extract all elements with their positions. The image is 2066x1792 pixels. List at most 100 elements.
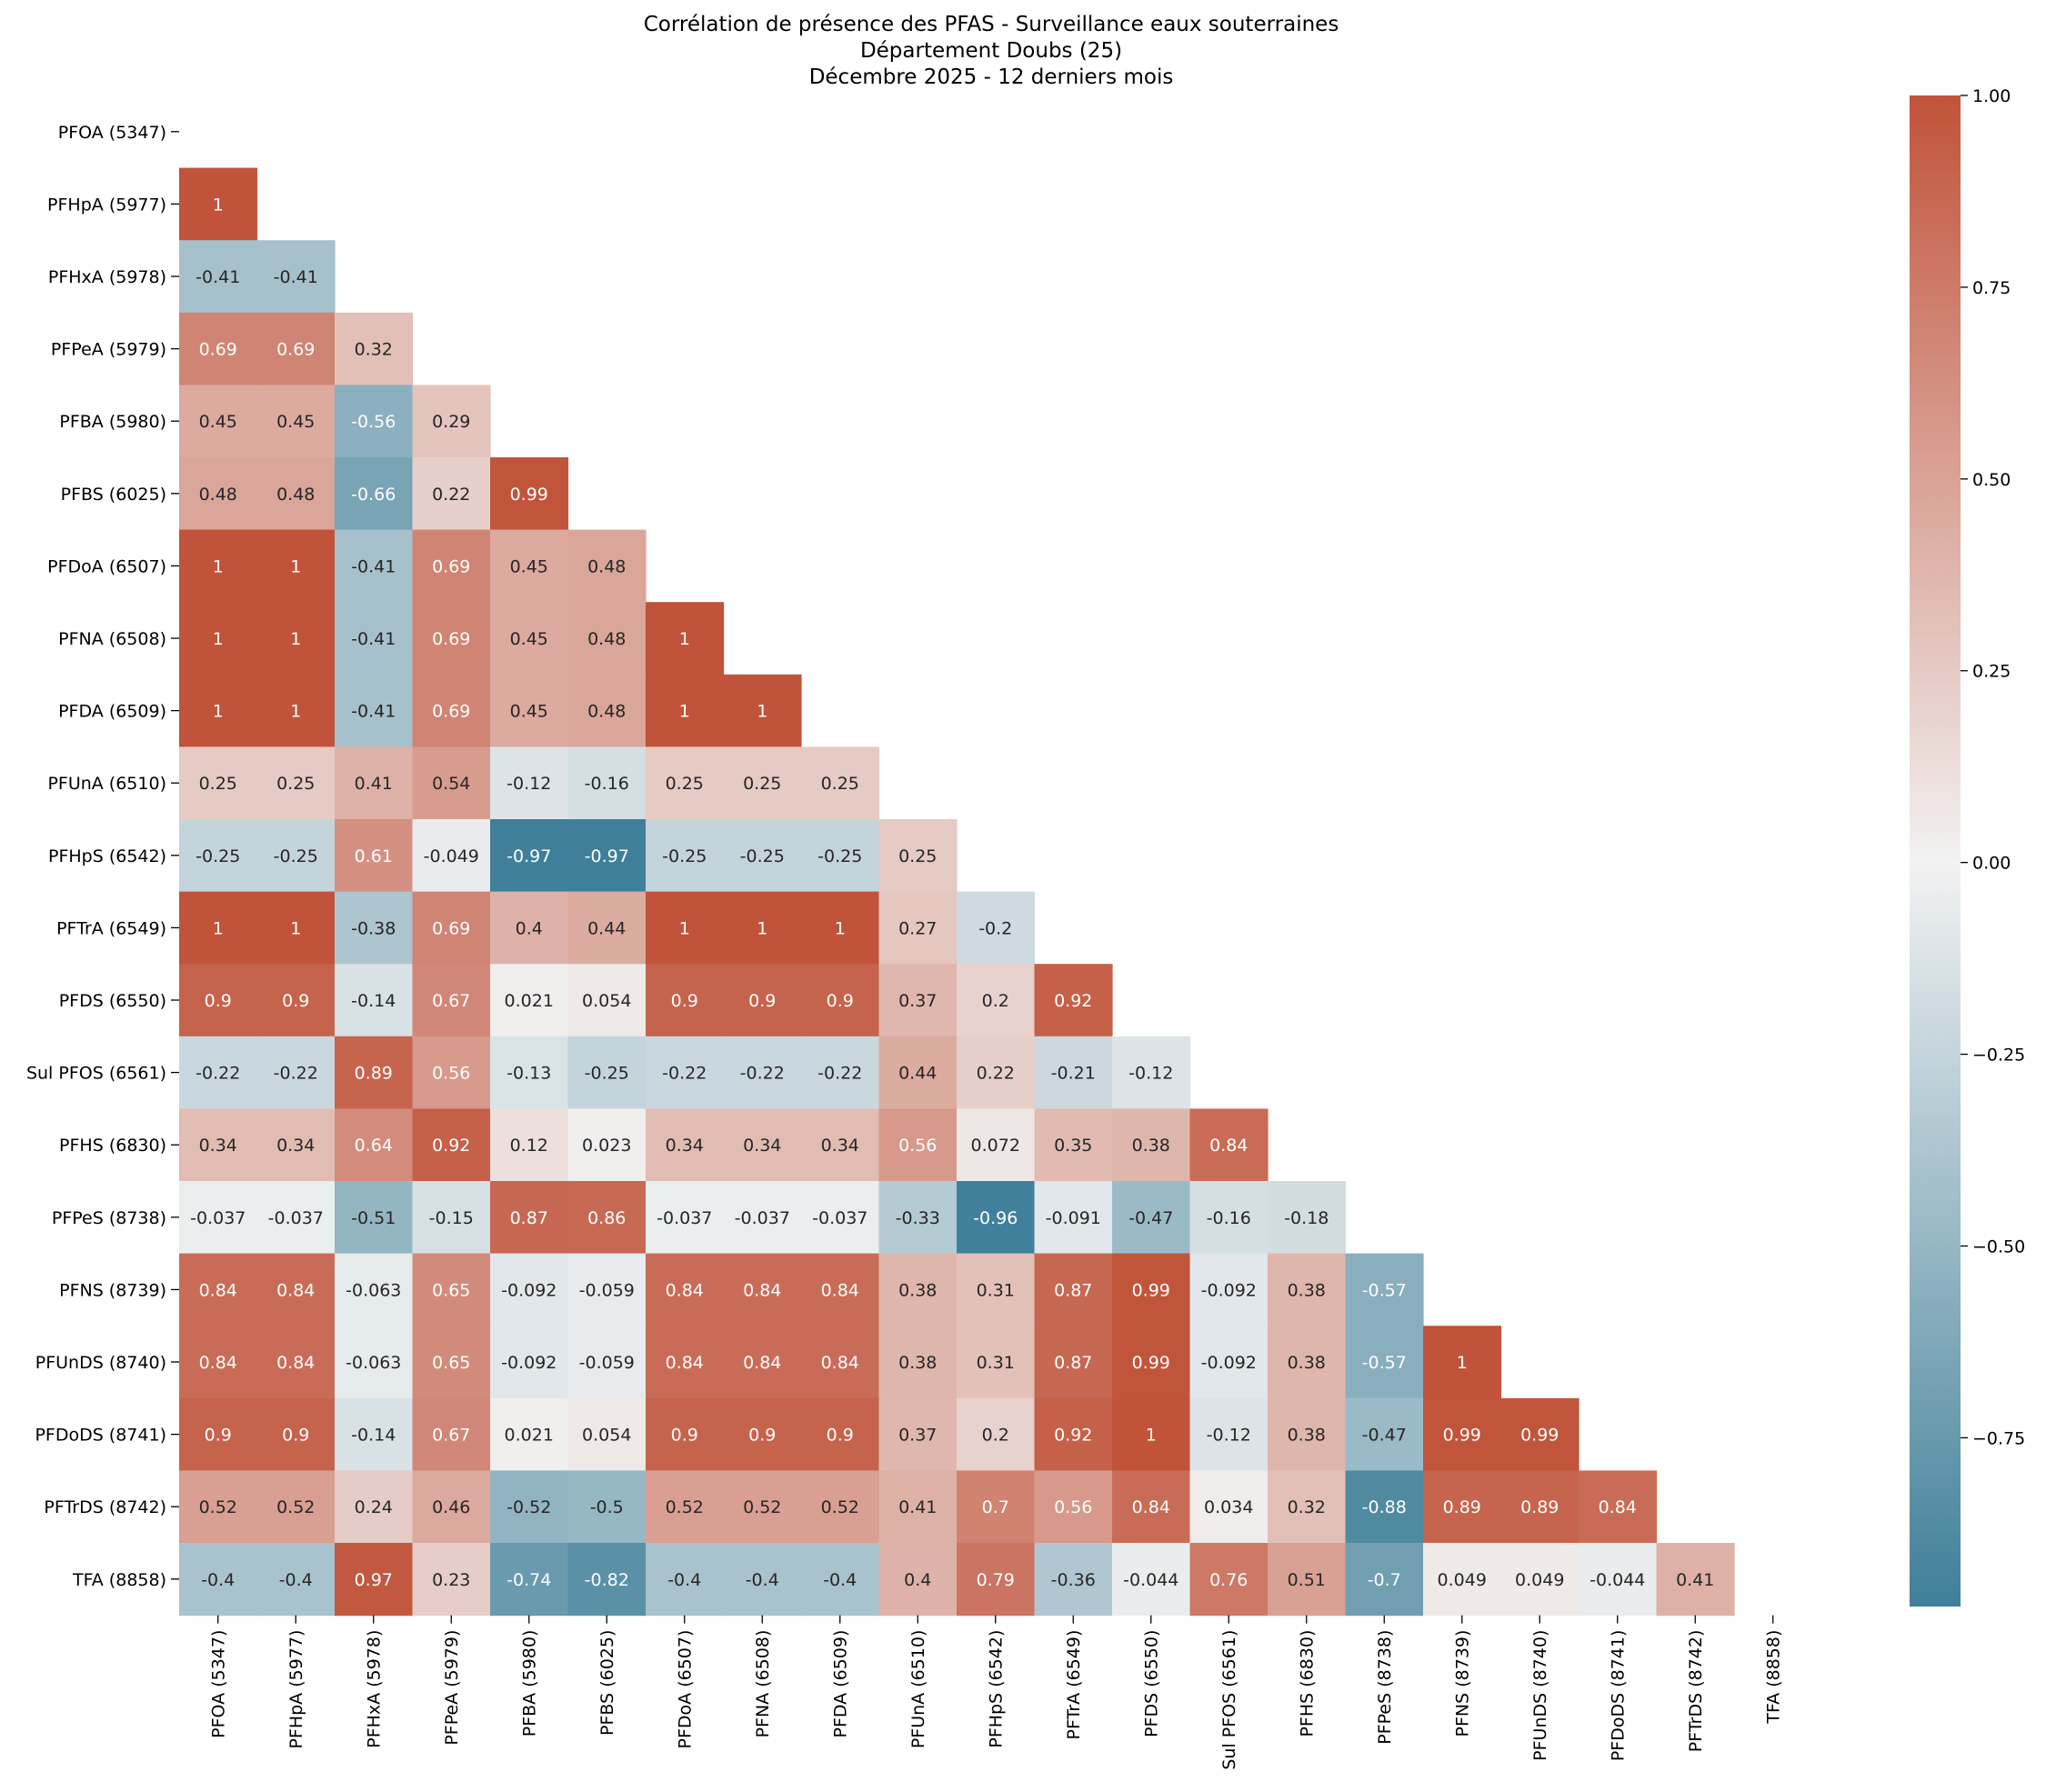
heatmap-cell: [412, 385, 491, 458]
heatmap-cell: [490, 1181, 569, 1255]
cell-value-label: 0.84: [821, 1353, 859, 1373]
heatmap-cell: [256, 529, 336, 603]
cell-value-label: -0.47: [1128, 1208, 1173, 1228]
cell-value-label: 0.054: [582, 991, 631, 1011]
heatmap-cell: [179, 457, 258, 531]
column-label: PFDA (6509): [831, 1630, 851, 1738]
heatmap-cell: [335, 312, 414, 385]
cell-value-label: -0.16: [585, 774, 629, 794]
heatmap-cell: [412, 1543, 491, 1617]
cell-value-label: -0.4: [823, 1570, 857, 1590]
heatmap-cell: [256, 1543, 336, 1617]
cell-value-label: -0.25: [740, 846, 785, 866]
heatmap-cell: [256, 746, 336, 820]
cell-value-label: -0.22: [662, 1064, 707, 1084]
cell-value-label: 0.84: [821, 1280, 859, 1300]
heatmap-cell: [723, 1543, 802, 1617]
heatmap-cell: [490, 1253, 569, 1326]
cell-value-label: 0.049: [1438, 1570, 1487, 1590]
heatmap-cell: [1189, 1326, 1269, 1399]
heatmap-cell: [490, 529, 569, 603]
cell-value-label: 0.35: [1054, 1136, 1092, 1156]
cell-value-label: 0.52: [821, 1497, 859, 1517]
row-label: PFHxA (5978): [48, 267, 166, 287]
cell-value-label: 0.52: [276, 1497, 315, 1517]
cell-value-label: -0.12: [1128, 1064, 1173, 1084]
cell-value-label: 0.9: [827, 991, 854, 1011]
cell-value-label: 0.79: [977, 1570, 1015, 1590]
heatmap-cell: [1112, 1253, 1191, 1326]
cell-value-label: -0.97: [585, 846, 629, 866]
heatmap-cell: [335, 746, 414, 820]
heatmap-cell: [1345, 1470, 1424, 1544]
cell-value-label: 0.072: [971, 1136, 1020, 1156]
colorbar-tick-label: 0.75: [1972, 278, 2011, 298]
heatmap-cell: [179, 1470, 258, 1544]
heatmap-cell: [1189, 1253, 1269, 1326]
cell-value-label: 0.45: [510, 556, 548, 576]
heatmap-cell: [335, 1253, 414, 1326]
cell-value-label: 0.34: [276, 1136, 315, 1156]
heatmap-cell: [179, 1326, 258, 1399]
row-label: PFPeA (5979): [51, 340, 166, 360]
column-label: PFPeA (5979): [442, 1630, 462, 1746]
cell-value-label: 0.45: [276, 412, 315, 432]
cell-value-label: -0.037: [268, 1208, 324, 1228]
cell-value-label: 1: [290, 629, 301, 649]
cell-value-label: 0.25: [743, 774, 781, 794]
cell-value-label: -0.41: [351, 702, 396, 722]
heatmap-cell: [567, 1470, 647, 1544]
cell-value-label: 0.27: [898, 918, 937, 938]
cell-value-label: 0.84: [1132, 1497, 1170, 1517]
cell-value-label: 1: [213, 629, 224, 649]
column-label: PFDoDS (8741): [1609, 1630, 1629, 1762]
cell-value-label: 1: [757, 702, 767, 722]
cell-value-label: 0.9: [205, 991, 232, 1011]
cell-value-label: -0.18: [1284, 1208, 1329, 1228]
heatmap-cell: [957, 1543, 1036, 1617]
cell-value-label: 0.9: [282, 1426, 309, 1446]
cell-value-label: 0.89: [1520, 1497, 1559, 1517]
heatmap-cell: [412, 529, 491, 603]
heatmap-cell: [179, 602, 258, 676]
heatmap-cell: [412, 1253, 491, 1326]
heatmap-cell: [801, 1253, 880, 1326]
heatmap-cell: [646, 1253, 725, 1326]
heatmap-cell: [256, 385, 336, 458]
row-label: PFTrA (6549): [56, 918, 166, 938]
heatmap-cell: [412, 1470, 491, 1544]
cell-value-label: 0.38: [1288, 1353, 1326, 1373]
heatmap-cell: [179, 1181, 258, 1255]
cell-value-label: 0.45: [510, 629, 548, 649]
cell-value-label: -0.21: [1051, 1064, 1096, 1084]
heatmap-cell: [256, 602, 336, 676]
row-label: PFHS (6830): [59, 1136, 166, 1156]
cell-value-label: 0.52: [743, 1497, 781, 1517]
row-label: PFDoDS (8741): [35, 1426, 166, 1446]
colorbar-tick-label: 0.50: [1972, 470, 2011, 490]
cell-value-label: -0.12: [1207, 1426, 1251, 1446]
heatmap-cell: [723, 1036, 802, 1109]
row-label: Sul PFOS (6561): [26, 1064, 166, 1084]
heatmap-cell: [412, 602, 491, 676]
heatmap-cell: [567, 1543, 647, 1617]
heatmap-cell: [878, 1036, 958, 1109]
heatmap-cell: [1268, 1470, 1347, 1544]
cell-value-label: -0.4: [201, 1570, 235, 1590]
colorbar-tick-label: 0.00: [1972, 854, 2011, 874]
heatmap-cell: [1500, 1543, 1580, 1617]
heatmap-cell: [723, 964, 802, 1037]
heatmap-cell: [490, 964, 569, 1037]
cell-value-label: 0.38: [898, 1280, 937, 1300]
row-labels: PFOA (5347) PFHpA (5977) PFHxA (5978) PFPeA…: [26, 123, 179, 1590]
heatmap-cell: [256, 964, 336, 1037]
heatmap-cell: [567, 1108, 647, 1182]
heatmap-cell: [1112, 1108, 1191, 1182]
heatmap-cell: [1500, 1470, 1580, 1544]
cell-value-label: 0.34: [821, 1136, 859, 1156]
cell-value-label: 0.25: [898, 846, 937, 866]
heatmap-cell: [256, 1181, 336, 1255]
row-label: PFHpA (5977): [47, 195, 166, 215]
cell-value-label: 0.45: [510, 702, 548, 722]
heatmap-cell: [801, 891, 880, 965]
